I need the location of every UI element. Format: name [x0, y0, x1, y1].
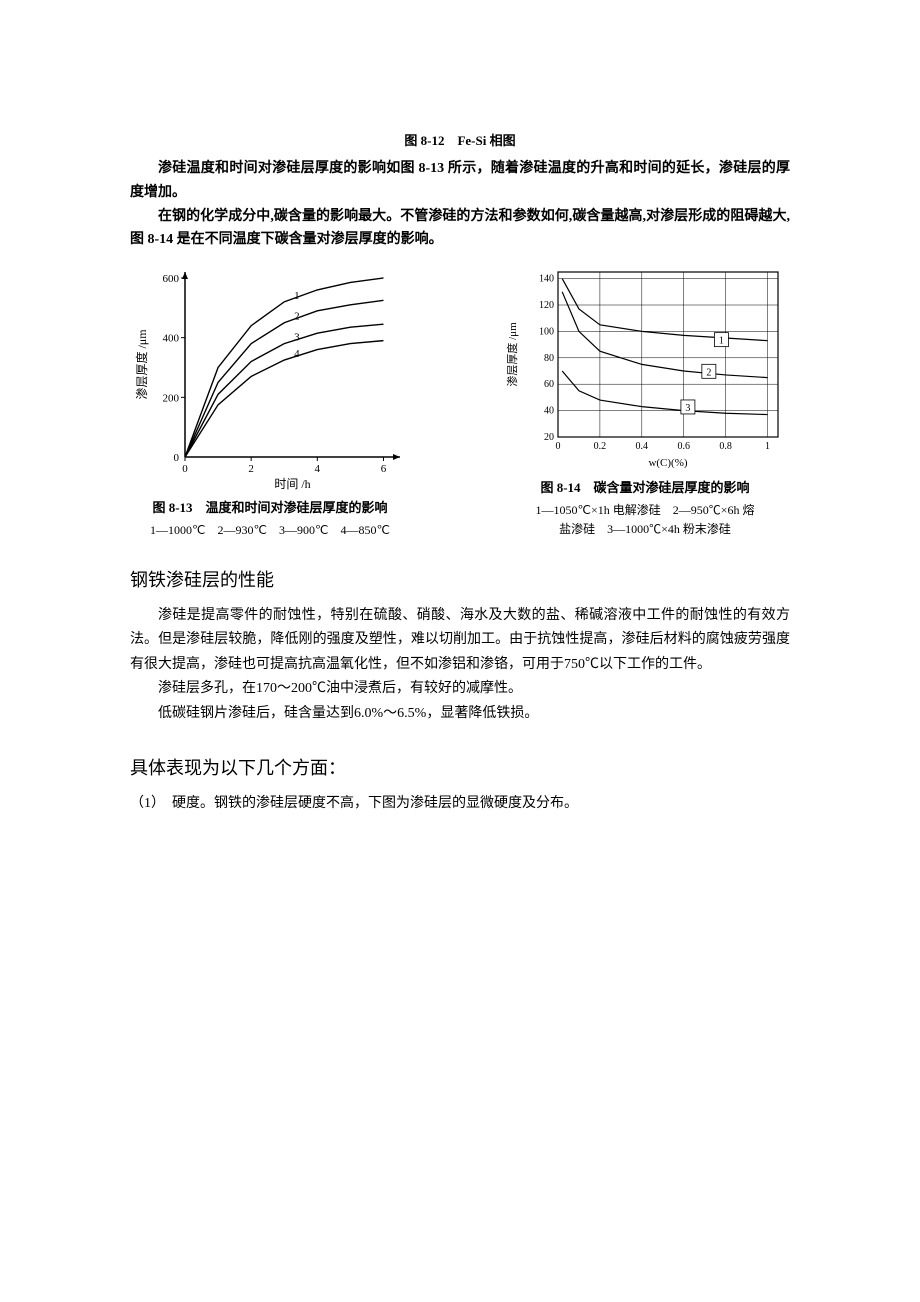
chart-left-col: 0 2 4 6 0 200 400 600 时间 /h 渗层厚度 /μm 1 2 3 4 图 8-13 温… [130, 262, 410, 538]
svg-text:2: 2 [294, 311, 300, 323]
svg-text:时间 /h: 时间 /h [274, 477, 310, 491]
svg-text:渗层厚度 /μm: 渗层厚度 /μm [134, 329, 149, 400]
svg-text:120: 120 [539, 300, 554, 311]
chart-8-14-legend-1: 1—1050℃×1h 电解渗硅 2—950℃×6h 熔 [535, 501, 754, 518]
section2-item-1: （1） 硬度。钢铁的渗硅层硬度不高，下图为渗硅层的显微硬度及分布。 [130, 792, 790, 817]
chart-8-14-caption: 图 8-14 碳含量对渗硅层厚度的影响 [540, 478, 749, 499]
svg-text:渗层厚度 /μm: 渗层厚度 /μm [505, 322, 519, 387]
intro-para-1: 渗硅温度和时间对渗硅层厚度的影响如图 8-13 所示，随着渗硅温度的升高和时间的… [130, 157, 790, 205]
svg-text:0: 0 [182, 463, 188, 475]
svg-text:4: 4 [315, 463, 321, 475]
svg-text:20: 20 [544, 432, 554, 443]
svg-text:1: 1 [294, 290, 300, 302]
chart-8-13: 0 2 4 6 0 200 400 600 时间 /h 渗层厚度 /μm 1 2 3 4 [130, 262, 410, 492]
svg-text:140: 140 [539, 274, 554, 285]
svg-text:6: 6 [381, 463, 387, 475]
section1-para-3: 低碳硅钢片渗硅后，硅含量达到6.0%～6.5%，显著降低铁损。 [130, 702, 790, 727]
svg-text:w(C)(%): w(C)(%) [648, 457, 687, 469]
chart-8-14-legend-2: 盐渗硅 3—1000℃×4h 粉末渗硅 [559, 520, 731, 537]
svg-text:200: 200 [163, 393, 180, 405]
svg-text:3: 3 [294, 332, 300, 344]
svg-text:0.4: 0.4 [636, 441, 649, 452]
svg-text:400: 400 [163, 333, 180, 345]
section1-para-1: 渗硅是提高零件的耐蚀性，特别在硫酸、硝酸、海水及大数的盐、稀碱溶液中工件的耐蚀性… [130, 604, 790, 678]
svg-text:0: 0 [556, 441, 561, 452]
section-heading-2: 具体表现为以下几个方面： [130, 754, 790, 780]
svg-text:4: 4 [294, 348, 300, 360]
section-heading-1: 钢铁渗硅层的性能 [130, 566, 790, 592]
section1-para-2: 渗硅层多孔，在170～200℃油中浸煮后，有较好的减摩性。 [130, 677, 790, 702]
charts-row: 02460200400600时间 /h渗层厚度 /μm1234 图 8-13 温… [130, 262, 790, 538]
svg-text:40: 40 [544, 406, 554, 417]
svg-text:2: 2 [248, 463, 254, 475]
chart-right-col: 00.20.40.60.8120406080100120140w(C)(%)渗层… [500, 262, 790, 537]
svg-text:0.8: 0.8 [719, 441, 732, 452]
svg-text:0: 0 [174, 452, 180, 464]
svg-text:1: 1 [765, 441, 770, 452]
chart-8-13-caption: 图 8-13 温度和时间对渗硅层厚度的影响 [152, 498, 387, 519]
figure-8-12-caption: 图 8-12 Fe-Si 相图 [130, 130, 790, 149]
chart-8-14: 00.20.40.60.8120406080100120140w(C)(%)渗层… [500, 262, 790, 472]
chart-8-13-legend: 1—1000℃ 2—930℃ 3—900℃ 4—850℃ [150, 521, 390, 538]
svg-text:2: 2 [706, 368, 711, 379]
svg-text:600: 600 [163, 273, 180, 285]
svg-text:60: 60 [544, 379, 554, 390]
svg-text:0.6: 0.6 [677, 441, 690, 452]
svg-text:1: 1 [719, 336, 724, 347]
svg-text:80: 80 [544, 353, 554, 364]
intro-para-2: 在钢的化学成分中,碳含量的影响最大。不管渗硅的方法和参数如何,碳含量越高,对渗层… [130, 205, 790, 253]
svg-text:0.2: 0.2 [594, 441, 607, 452]
svg-text:100: 100 [539, 327, 554, 338]
svg-text:3: 3 [685, 403, 690, 414]
